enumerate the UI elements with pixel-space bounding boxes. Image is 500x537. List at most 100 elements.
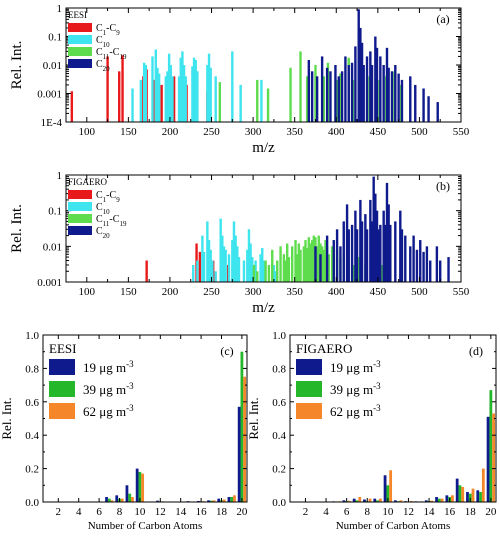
- data-bar: [138, 471, 142, 502]
- data-bar: [107, 498, 111, 502]
- data-bar: [256, 79, 259, 122]
- data-bar: [365, 229, 369, 282]
- data-bar: [154, 49, 158, 122]
- data-bar: [378, 498, 382, 502]
- x-tick-label: 100: [79, 126, 96, 138]
- legend-label: 62 μg m-3: [330, 403, 381, 419]
- data-bar: [383, 475, 387, 502]
- legend-swatch: [49, 403, 75, 419]
- data-bar: [118, 71, 121, 122]
- data-bar: [476, 490, 480, 502]
- data-bar: [372, 176, 375, 282]
- data-bar: [394, 221, 397, 282]
- data-bar: [139, 79, 143, 122]
- y-tick-label: 0.2: [272, 464, 286, 476]
- data-bar: [492, 413, 496, 502]
- data-bar: [157, 73, 161, 122]
- data-bar: [315, 246, 319, 282]
- data-bar: [424, 500, 428, 502]
- data-bar: [121, 55, 124, 123]
- legend-swatch: [296, 403, 322, 419]
- data-bar: [368, 498, 372, 502]
- data-bar: [359, 199, 362, 282]
- data-bar: [160, 84, 163, 122]
- panel-tag: (c): [220, 344, 233, 358]
- legend-label: C1-C9: [96, 23, 120, 37]
- data-bar: [314, 65, 317, 122]
- data-bar: [375, 47, 379, 122]
- data-bar: [437, 498, 441, 502]
- x-tick-label: 150: [120, 286, 137, 298]
- x-tick-label: 550: [453, 126, 470, 138]
- data-bar: [184, 76, 187, 122]
- data-bar: [145, 260, 148, 282]
- data-bar: [422, 251, 425, 282]
- y-tick-label: 1: [57, 3, 63, 15]
- data-bar: [192, 57, 196, 123]
- x-tick-label: 300: [245, 126, 262, 138]
- data-bar: [142, 62, 146, 122]
- panel-tag: (d): [469, 344, 483, 358]
- data-bar: [419, 240, 422, 282]
- data-bar: [221, 235, 224, 282]
- data-bar: [251, 257, 254, 282]
- data-bar: [334, 65, 337, 122]
- data-bar: [196, 500, 200, 502]
- data-bar: [425, 246, 429, 282]
- data-bar: [436, 102, 439, 122]
- data-bar: [362, 65, 365, 122]
- data-bar: [177, 76, 181, 122]
- panel-tag: (b): [436, 179, 450, 193]
- data-bar: [435, 496, 438, 502]
- data-bar: [327, 254, 330, 282]
- y-tick-label: 0.001: [37, 89, 62, 101]
- data-bar: [264, 260, 267, 282]
- data-bar: [319, 254, 322, 282]
- legend-swatch: [49, 381, 75, 397]
- data-bar: [337, 76, 340, 122]
- y-tick-label: 0.6: [272, 397, 286, 409]
- data-bar: [430, 500, 434, 502]
- data-bar: [182, 65, 186, 122]
- data-bar: [214, 271, 217, 282]
- data-bar: [375, 210, 379, 282]
- data-bar: [409, 246, 412, 282]
- data-bar: [451, 495, 454, 502]
- data-bar: [256, 271, 259, 282]
- x-tick-label: 150: [120, 126, 137, 138]
- data-bar: [380, 264, 384, 282]
- legend-label: 19 μg m-3: [83, 359, 134, 375]
- data-bar: [461, 486, 465, 502]
- legend-label: 62 μg m-3: [83, 403, 134, 419]
- x-tick-label: 350: [286, 286, 303, 298]
- data-bar: [486, 416, 490, 502]
- data-bar: [252, 264, 256, 282]
- data-bar: [222, 246, 226, 282]
- data-bar: [387, 204, 390, 282]
- data-bar: [325, 67, 329, 122]
- data-bar: [219, 218, 222, 282]
- data-bar: [141, 473, 145, 502]
- data-bar: [342, 221, 345, 282]
- data-bar: [179, 57, 182, 123]
- y-axis-title: Rel. Int.: [9, 204, 25, 253]
- data-bar: [181, 51, 184, 123]
- y-tick-label: 1.0: [272, 330, 286, 342]
- data-bar: [394, 65, 397, 122]
- data-bar: [192, 264, 195, 282]
- x-tick-label: 300: [245, 286, 262, 298]
- y-tick-label: 0.1: [48, 32, 62, 44]
- data-bar: [276, 260, 279, 282]
- data-bar: [310, 71, 314, 122]
- data-bar: [385, 182, 389, 282]
- data-bar: [191, 66, 194, 122]
- y-tick-label: 1.0: [25, 330, 39, 342]
- data-bar: [299, 249, 302, 282]
- legend-label: C20: [96, 59, 110, 73]
- data-bar: [237, 406, 241, 502]
- data-bar: [370, 65, 374, 122]
- data-bar: [282, 254, 286, 282]
- data-bar: [206, 65, 209, 122]
- data-bar: [382, 65, 385, 122]
- data-bar: [237, 257, 241, 282]
